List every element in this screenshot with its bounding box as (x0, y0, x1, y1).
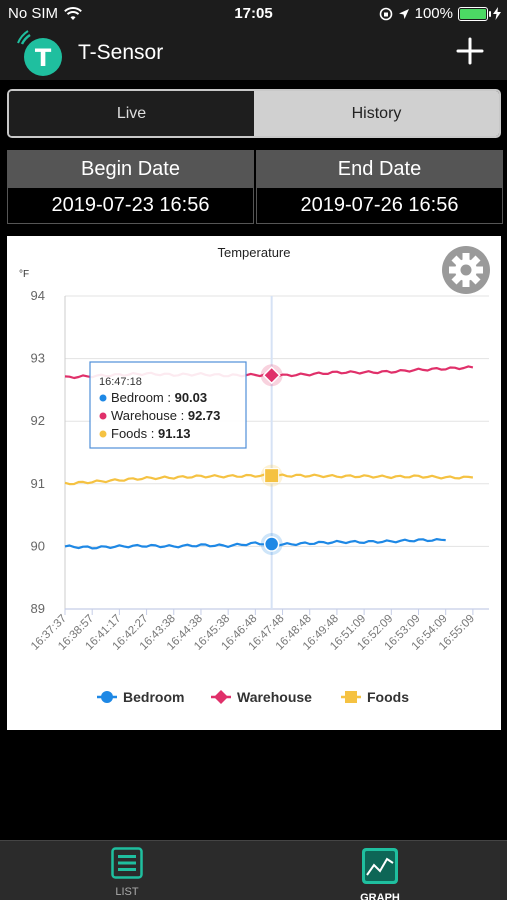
status-left: No SIM (8, 5, 82, 22)
charging-icon (493, 7, 501, 20)
tooltip-dot (99, 394, 107, 402)
legend-label: Warehouse (237, 689, 312, 705)
end-date-value[interactable]: 2019-07-26 16:56 (256, 188, 503, 224)
battery-percent: 100% (414, 5, 453, 22)
end-date-label: End Date (256, 150, 503, 188)
tooltip-series-name: Bedroom (111, 390, 164, 405)
tooltip-series-value: 90.03 (175, 390, 208, 405)
app-logo-icon: T (17, 30, 62, 76)
legend-marker-bedroom (101, 691, 113, 703)
chart-title: Temperature (218, 245, 291, 260)
add-button[interactable] (453, 34, 487, 68)
begin-date-picker[interactable]: Begin Date 2019-07-23 16:56 (7, 150, 254, 224)
y-tick-label: 94 (31, 288, 45, 303)
y-axis-unit: °F (19, 269, 29, 280)
bottom-tab-bar: LIST GRAPH (0, 840, 507, 900)
highlight-marker-foods (264, 468, 280, 484)
tooltip-series-value: 92.73 (188, 408, 221, 423)
tooltip-box (89, 361, 247, 449)
app-title: T-Sensor (78, 41, 164, 64)
y-tick-label: 90 (31, 538, 45, 553)
tab-graph[interactable]: GRAPH (340, 847, 420, 900)
tooltip-row: Foods : 91.13 (111, 426, 191, 441)
begin-date-label: Begin Date (7, 150, 254, 188)
chart-settings-gear-icon[interactable] (442, 246, 490, 294)
status-right: 100% (379, 5, 501, 22)
y-tick-label: 93 (31, 351, 45, 366)
tab-history[interactable]: History (254, 91, 499, 136)
tooltip-row: Bedroom : 90.03 (111, 390, 207, 405)
highlight-marker-warehouse (262, 366, 281, 385)
legend-label: Bedroom (123, 689, 184, 705)
clock: 17:05 (234, 5, 273, 22)
location-icon (398, 8, 409, 19)
temperature-chart[interactable]: Temperature°F94939291908916:37:3716:38:5… (7, 236, 501, 730)
temperature-chart-card: Temperature °F 94 93 92 91 90 89 16:37:37 16:38:5… (7, 236, 501, 730)
legend-marker-warehouse (214, 690, 228, 704)
tab-graph-label: GRAPH (360, 892, 400, 900)
tooltip-series-name: Warehouse (111, 408, 177, 423)
tooltip-row: Warehouse : 92.73 (111, 408, 220, 423)
tooltip-series-name: Foods (111, 426, 148, 441)
y-tick-label: 89 (31, 601, 45, 616)
tooltip-dot (99, 430, 107, 438)
tooltip-dot (99, 412, 107, 420)
tooltip-series-value: 91.13 (158, 426, 191, 441)
wifi-icon (64, 6, 82, 20)
orientation-lock-icon (379, 7, 392, 20)
end-date-picker[interactable]: End Date 2019-07-26 16:56 (256, 150, 503, 224)
y-tick-label: 91 (31, 476, 45, 491)
battery-icon (458, 6, 491, 21)
carrier-label: No SIM (8, 5, 59, 22)
legend-label: Foods (367, 689, 409, 705)
tab-live[interactable]: Live (9, 91, 254, 136)
svg-text:T: T (35, 44, 52, 72)
app-header: T T-Sensor (0, 28, 507, 80)
tooltip-time: 16:47:18 (99, 376, 142, 388)
graph-icon (362, 848, 398, 884)
tab-list-label: LIST (115, 886, 139, 898)
highlight-marker-bedroom (263, 536, 280, 552)
mode-segmented-control: Live History (7, 89, 501, 138)
series-line-bedroom (64, 538, 446, 550)
tab-list[interactable]: LIST (87, 847, 167, 898)
status-bar: No SIM 17:05 100% (0, 0, 507, 28)
list-icon (111, 847, 143, 879)
legend-marker-foods (345, 691, 357, 703)
begin-date-value[interactable]: 2019-07-23 16:56 (7, 188, 254, 224)
y-tick-label: 92 (31, 413, 45, 428)
